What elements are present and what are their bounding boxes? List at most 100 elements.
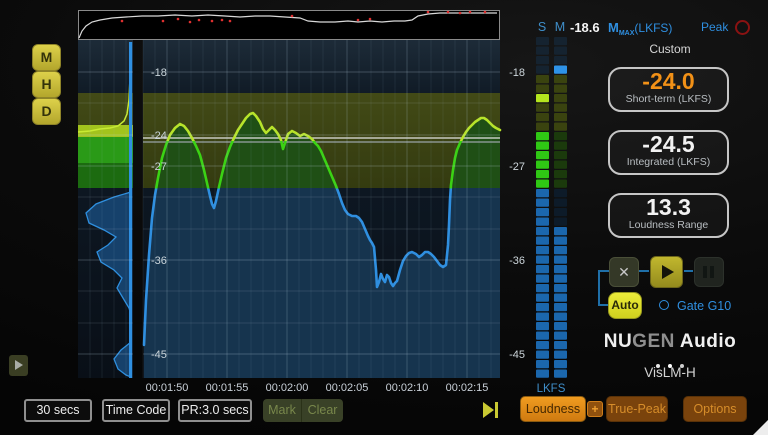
tab-distribution[interactable]: D bbox=[32, 98, 61, 125]
options-button[interactable]: Options bbox=[683, 396, 747, 422]
true-peak-over-dot bbox=[458, 11, 462, 15]
m-meter-segment bbox=[554, 303, 567, 312]
peak-indicator[interactable] bbox=[735, 20, 750, 35]
svg-text:LKFS: LKFS bbox=[537, 383, 566, 395]
m-meter-segment bbox=[554, 265, 567, 274]
s-meter-segment bbox=[536, 265, 549, 274]
time-window-button[interactable]: 30 secs bbox=[24, 399, 92, 422]
gate-label: Gate G10 bbox=[677, 299, 732, 313]
scroll-nudge-button[interactable] bbox=[9, 355, 28, 376]
m-meter-segment bbox=[554, 341, 567, 350]
m-meter-segment bbox=[554, 170, 567, 179]
pause-icon bbox=[703, 266, 707, 278]
gridlines bbox=[78, 40, 500, 378]
play-button[interactable] bbox=[650, 256, 683, 288]
m-meter-segment bbox=[554, 331, 567, 340]
integrated-label: Integrated (LKFS) bbox=[626, 156, 711, 168]
loudness-range-value: 13.3 bbox=[646, 194, 691, 220]
s-meter-segment bbox=[536, 179, 549, 188]
s-meter-segment bbox=[536, 65, 549, 74]
m-meter-segment bbox=[554, 189, 567, 198]
short-term-readout[interactable]: -24.0 Short-term (LKFS) bbox=[608, 67, 729, 112]
s-meter-segment bbox=[536, 103, 549, 112]
m-meter-segment bbox=[554, 151, 567, 160]
loudness-range-label: Loudness Range bbox=[628, 219, 709, 231]
true-peak-over-dot bbox=[176, 17, 180, 21]
connector-line bbox=[598, 270, 609, 272]
svg-text:-45: -45 bbox=[509, 349, 525, 361]
integrated-readout[interactable]: -24.5 Integrated (LKFS) bbox=[608, 130, 729, 175]
resize-grip[interactable] bbox=[753, 420, 768, 435]
mmax-label: MMAX(LKFS) bbox=[608, 20, 673, 37]
m-meter-segment bbox=[554, 284, 567, 293]
s-meter-segment bbox=[536, 122, 549, 131]
true-peak-over-dot bbox=[188, 20, 192, 24]
m-meter-segment bbox=[554, 37, 567, 46]
distribution-histogram bbox=[77, 40, 133, 378]
short-term-trace bbox=[142, 188, 453, 347]
s-meter-segment bbox=[536, 284, 549, 293]
true-peak-over-dot bbox=[426, 10, 430, 14]
mark-clear-group: Mark Clear bbox=[263, 399, 343, 422]
svg-text:M: M bbox=[555, 20, 565, 34]
tab-momentary[interactable]: M bbox=[32, 44, 61, 71]
short-term-label: Short-term (LKFS) bbox=[625, 93, 712, 105]
svg-text:00:02:10: 00:02:10 bbox=[386, 382, 429, 394]
s-meter-segment bbox=[536, 170, 549, 179]
m-meter-segment bbox=[554, 208, 567, 217]
m-meter-segment bbox=[554, 160, 567, 169]
svg-text:00:02:00: 00:02:00 bbox=[266, 382, 309, 394]
loudness-history-graph[interactable] bbox=[142, 40, 502, 378]
time-code-button[interactable]: Time Code bbox=[102, 399, 170, 422]
pr-button[interactable]: PR:3.0 secs bbox=[178, 399, 252, 422]
skip-to-end-button[interactable] bbox=[483, 402, 501, 418]
axis-labels: -18 -24 -27 -36 -45 00:01:50 00:01:55 00:02:00 0… bbox=[146, 67, 489, 394]
s-meter-segment bbox=[536, 189, 549, 198]
true-peak-mode-button[interactable]: True-Peak bbox=[606, 396, 668, 422]
s-meter-segment bbox=[536, 227, 549, 236]
s-meter-segment bbox=[536, 160, 549, 169]
s-meter-segment bbox=[536, 94, 549, 103]
overview-strip bbox=[78, 10, 500, 40]
peak-label: Peak bbox=[701, 20, 729, 34]
loudness-mode-button[interactable]: Loudness bbox=[520, 396, 586, 422]
true-peak-over-dot bbox=[228, 19, 232, 23]
connector-line bbox=[598, 270, 600, 306]
m-meter-segment bbox=[554, 255, 567, 264]
clear-button[interactable]: Clear bbox=[307, 403, 338, 417]
play-left-icon bbox=[15, 360, 23, 370]
m-meter-segment bbox=[554, 46, 567, 55]
mark-button[interactable]: Mark bbox=[263, 399, 302, 422]
s-meter-segment bbox=[536, 132, 549, 141]
s-meter-segment bbox=[536, 293, 549, 302]
tab-history[interactable]: H bbox=[32, 71, 61, 98]
auto-button[interactable]: Auto bbox=[608, 292, 642, 319]
integrated-value: -24.5 bbox=[642, 131, 695, 157]
reset-button[interactable]: ✕ bbox=[609, 257, 639, 287]
link-plus-button[interactable]: + bbox=[587, 401, 603, 417]
loudness-range-readout[interactable]: 13.3 Loudness Range bbox=[608, 193, 729, 238]
s-meter-segment bbox=[536, 255, 549, 264]
true-peak-over-dot bbox=[356, 18, 360, 22]
svg-text:S: S bbox=[538, 20, 546, 34]
pause-icon bbox=[710, 266, 714, 278]
gate-radio[interactable] bbox=[659, 300, 669, 310]
svg-text:-36: -36 bbox=[509, 255, 525, 267]
true-peak-over-dot bbox=[446, 10, 450, 14]
s-meter-segment bbox=[536, 75, 549, 84]
pause-button[interactable] bbox=[694, 257, 724, 287]
s-meter-segment bbox=[536, 46, 549, 55]
nugen-logo: NUGEN Audio bbox=[603, 331, 737, 352]
sm-loudness-meters: S M -18 -27 -36 -45 LKFS bbox=[509, 20, 567, 395]
m-meter-segment bbox=[554, 236, 567, 245]
svg-text:-36: -36 bbox=[151, 255, 167, 267]
logo-dots bbox=[600, 355, 740, 373]
m-meter-segment bbox=[554, 132, 567, 141]
m-meter-segment bbox=[554, 198, 567, 207]
m-meter-segment bbox=[554, 217, 567, 226]
connector-line bbox=[639, 270, 649, 272]
mmax-value: -18.6 bbox=[570, 20, 600, 35]
m-meter-segment bbox=[554, 94, 567, 103]
short-term-value: -24.0 bbox=[642, 68, 695, 94]
m-meter-segment bbox=[554, 274, 567, 283]
